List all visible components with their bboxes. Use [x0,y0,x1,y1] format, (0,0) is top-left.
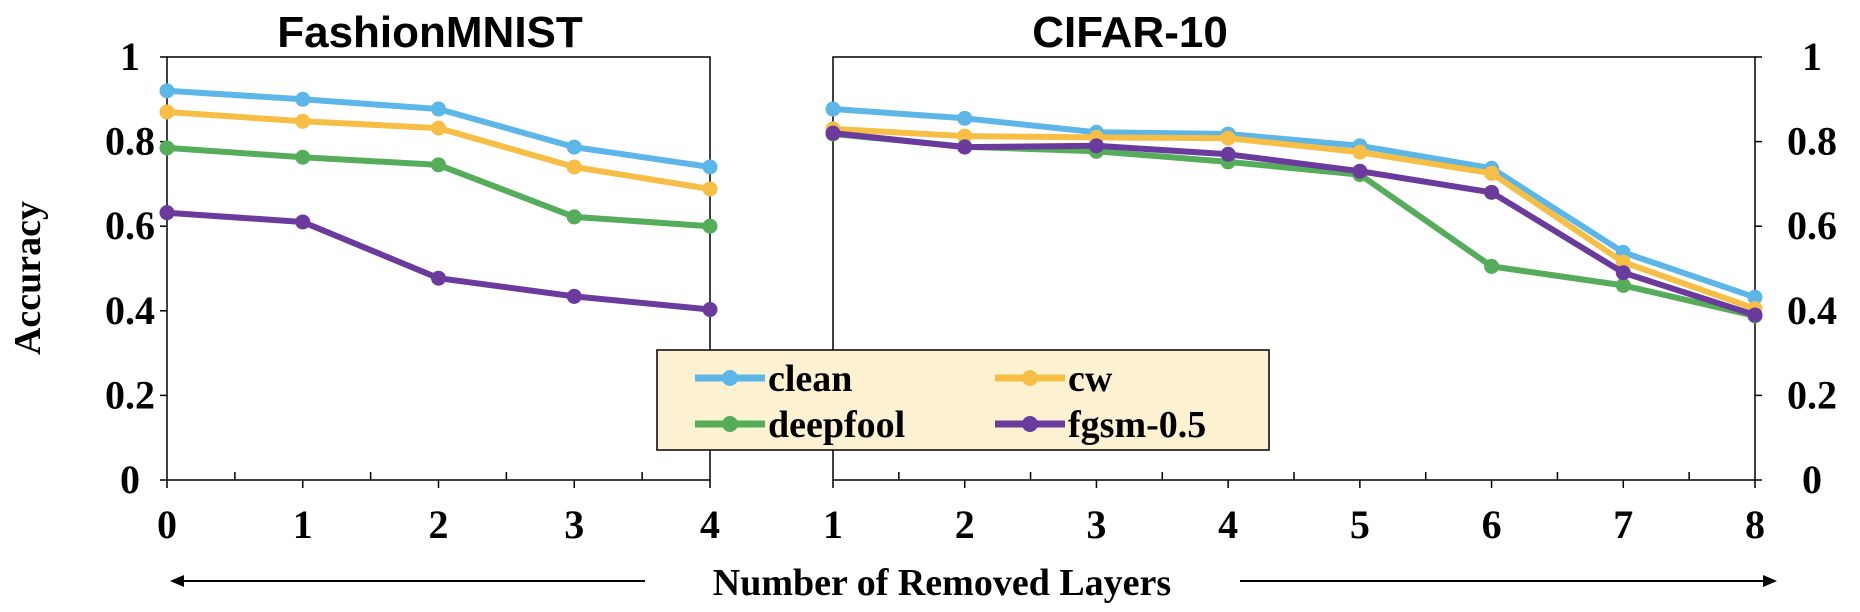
cifar10-point-clean [1747,289,1763,305]
y-axis-label: Accuracy [7,201,49,355]
cifar10-point-deepfool [1484,258,1500,274]
cifar10-xtick-label: 8 [1745,502,1765,547]
cifar10-xtick-label: 4 [1218,502,1238,547]
fashionmnist-point-cw [566,159,582,175]
cifar10-point-cw [1220,130,1236,146]
cifar10-point-fgsm-0-5 [957,139,973,155]
fashionmnist-point-fgsm-0-5 [431,270,446,286]
cifar10-xtick-label: 6 [1482,502,1502,547]
fashionmnist-ytick-label: 0.6 [105,203,155,248]
fashionmnist-point-clean [566,139,582,155]
legend-marker-deepfool [722,416,738,432]
legend: clean cw deepfool fgsm-0.5 [656,349,1270,451]
fashionmnist-ytick-label: 0 [120,457,140,502]
fashionmnist-point-fgsm-0-5 [566,288,582,304]
fashionmnist-point-clean [431,101,446,117]
cifar10-xtick-label: 5 [1350,502,1370,547]
fashionmnist-point-deepfool [295,149,311,165]
cifar10-point-fgsm-0-5 [1484,184,1500,200]
cifar10-point-clean [957,110,973,126]
fashionmnist-point-clean [159,83,175,99]
cifar10-panel: CIFAR-10 0 0.2 0.4 0.6 0.8 1 1 2 3 4 5 6 7 8 [823,8,1837,547]
fashionmnist-xtick-label: 2 [429,502,449,547]
fashionmnist-point-deepfool [566,209,582,225]
fashionmnist-point-cw [702,181,718,197]
legend-label-clean: clean [768,358,852,400]
legend-label-deepfool: deepfool [768,404,905,446]
fashionmnist-ytick-label: 0.2 [105,372,155,417]
x-axis-label-group: Number of Removed Layers [170,562,1777,604]
legend-box [656,349,1270,451]
cifar10-point-fgsm-0-5 [1615,265,1631,281]
legend-marker-fgsm-0-5 [1022,416,1038,432]
fashionmnist-xtick-label: 4 [700,502,720,547]
fashionmnist-ytick-label: 1 [120,34,140,79]
fashionmnist-ytick-label: 0.4 [105,288,155,333]
legend-marker-cw [1022,370,1038,386]
cifar10-point-fgsm-0-5 [1747,307,1763,323]
cifar10-ytick-label: 0.2 [1787,372,1837,417]
fashionmnist-point-deepfool [431,157,446,173]
cifar10-xtick-label: 1 [823,502,843,547]
fashionmnist-point-fgsm-0-5 [159,205,175,221]
fashionmnist-panel: FashionMNIST 0 0.2 0.4 0.6 0.8 1 0 1 2 3 4 [105,8,720,547]
legend-label-fgsm-0-5: fgsm-0.5 [1068,404,1206,446]
fashionmnist-title: FashionMNIST [277,8,583,57]
fashionmnist-point-cw [295,113,311,129]
cifar10-point-clean [825,101,841,117]
fashionmnist-xtick-label: 3 [564,502,584,547]
cifar10-point-deepfool [1615,277,1631,293]
cifar10-point-cw [957,128,973,144]
cifar10-series-line-fgsm-0-5 [832,130,1756,318]
legend-marker-clean [722,370,738,386]
cifar10-point-fgsm-0-5 [1352,163,1368,179]
cifar10-ytick-label: 0.6 [1787,203,1837,248]
cifar10-ytick-label: 0 [1802,457,1822,502]
cifar10-point-cw [1615,254,1631,270]
cifar10-series-line-clean [832,106,1756,301]
fashionmnist-point-cw [431,120,446,136]
cifar10-xtick-label: 7 [1613,502,1633,547]
fashionmnist-point-clean [295,91,311,107]
fashionmnist-point-clean [702,159,718,175]
fashionmnist-point-fgsm-0-5 [702,302,718,318]
cifar10-title: CIFAR-10 [1032,8,1228,57]
cifar10-ytick-label: 1 [1802,34,1822,79]
fashionmnist-point-fgsm-0-5 [295,214,311,230]
cifar10-ytick-label: 0.4 [1787,288,1837,333]
fashionmnist-xtick-label: 0 [157,502,177,547]
x-axis-label: Number of Removed Layers [713,562,1171,604]
fashionmnist-point-deepfool [702,218,718,234]
cifar10-point-fgsm-0-5 [825,125,841,141]
cifar10-xtick-label: 3 [1086,502,1106,547]
cifar10-xtick-label: 2 [955,502,975,547]
cifar10-point-cw [1484,165,1500,181]
cifar10-point-fgsm-0-5 [1088,138,1104,154]
cifar10-point-cw [1352,144,1368,160]
fashionmnist-series-line-fgsm-0-5 [166,209,711,313]
fashionmnist-point-cw [159,104,175,120]
fashionmnist-xtick-label: 1 [293,502,313,547]
cifar10-point-fgsm-0-5 [1220,146,1236,162]
legend-label-cw: cw [1068,358,1113,400]
cifar10-ytick-label: 0.8 [1787,119,1837,164]
fashionmnist-point-deepfool [159,140,175,156]
fashionmnist-ytick-label: 0.8 [105,119,155,164]
cifar10-series-line-cw [832,125,1756,312]
